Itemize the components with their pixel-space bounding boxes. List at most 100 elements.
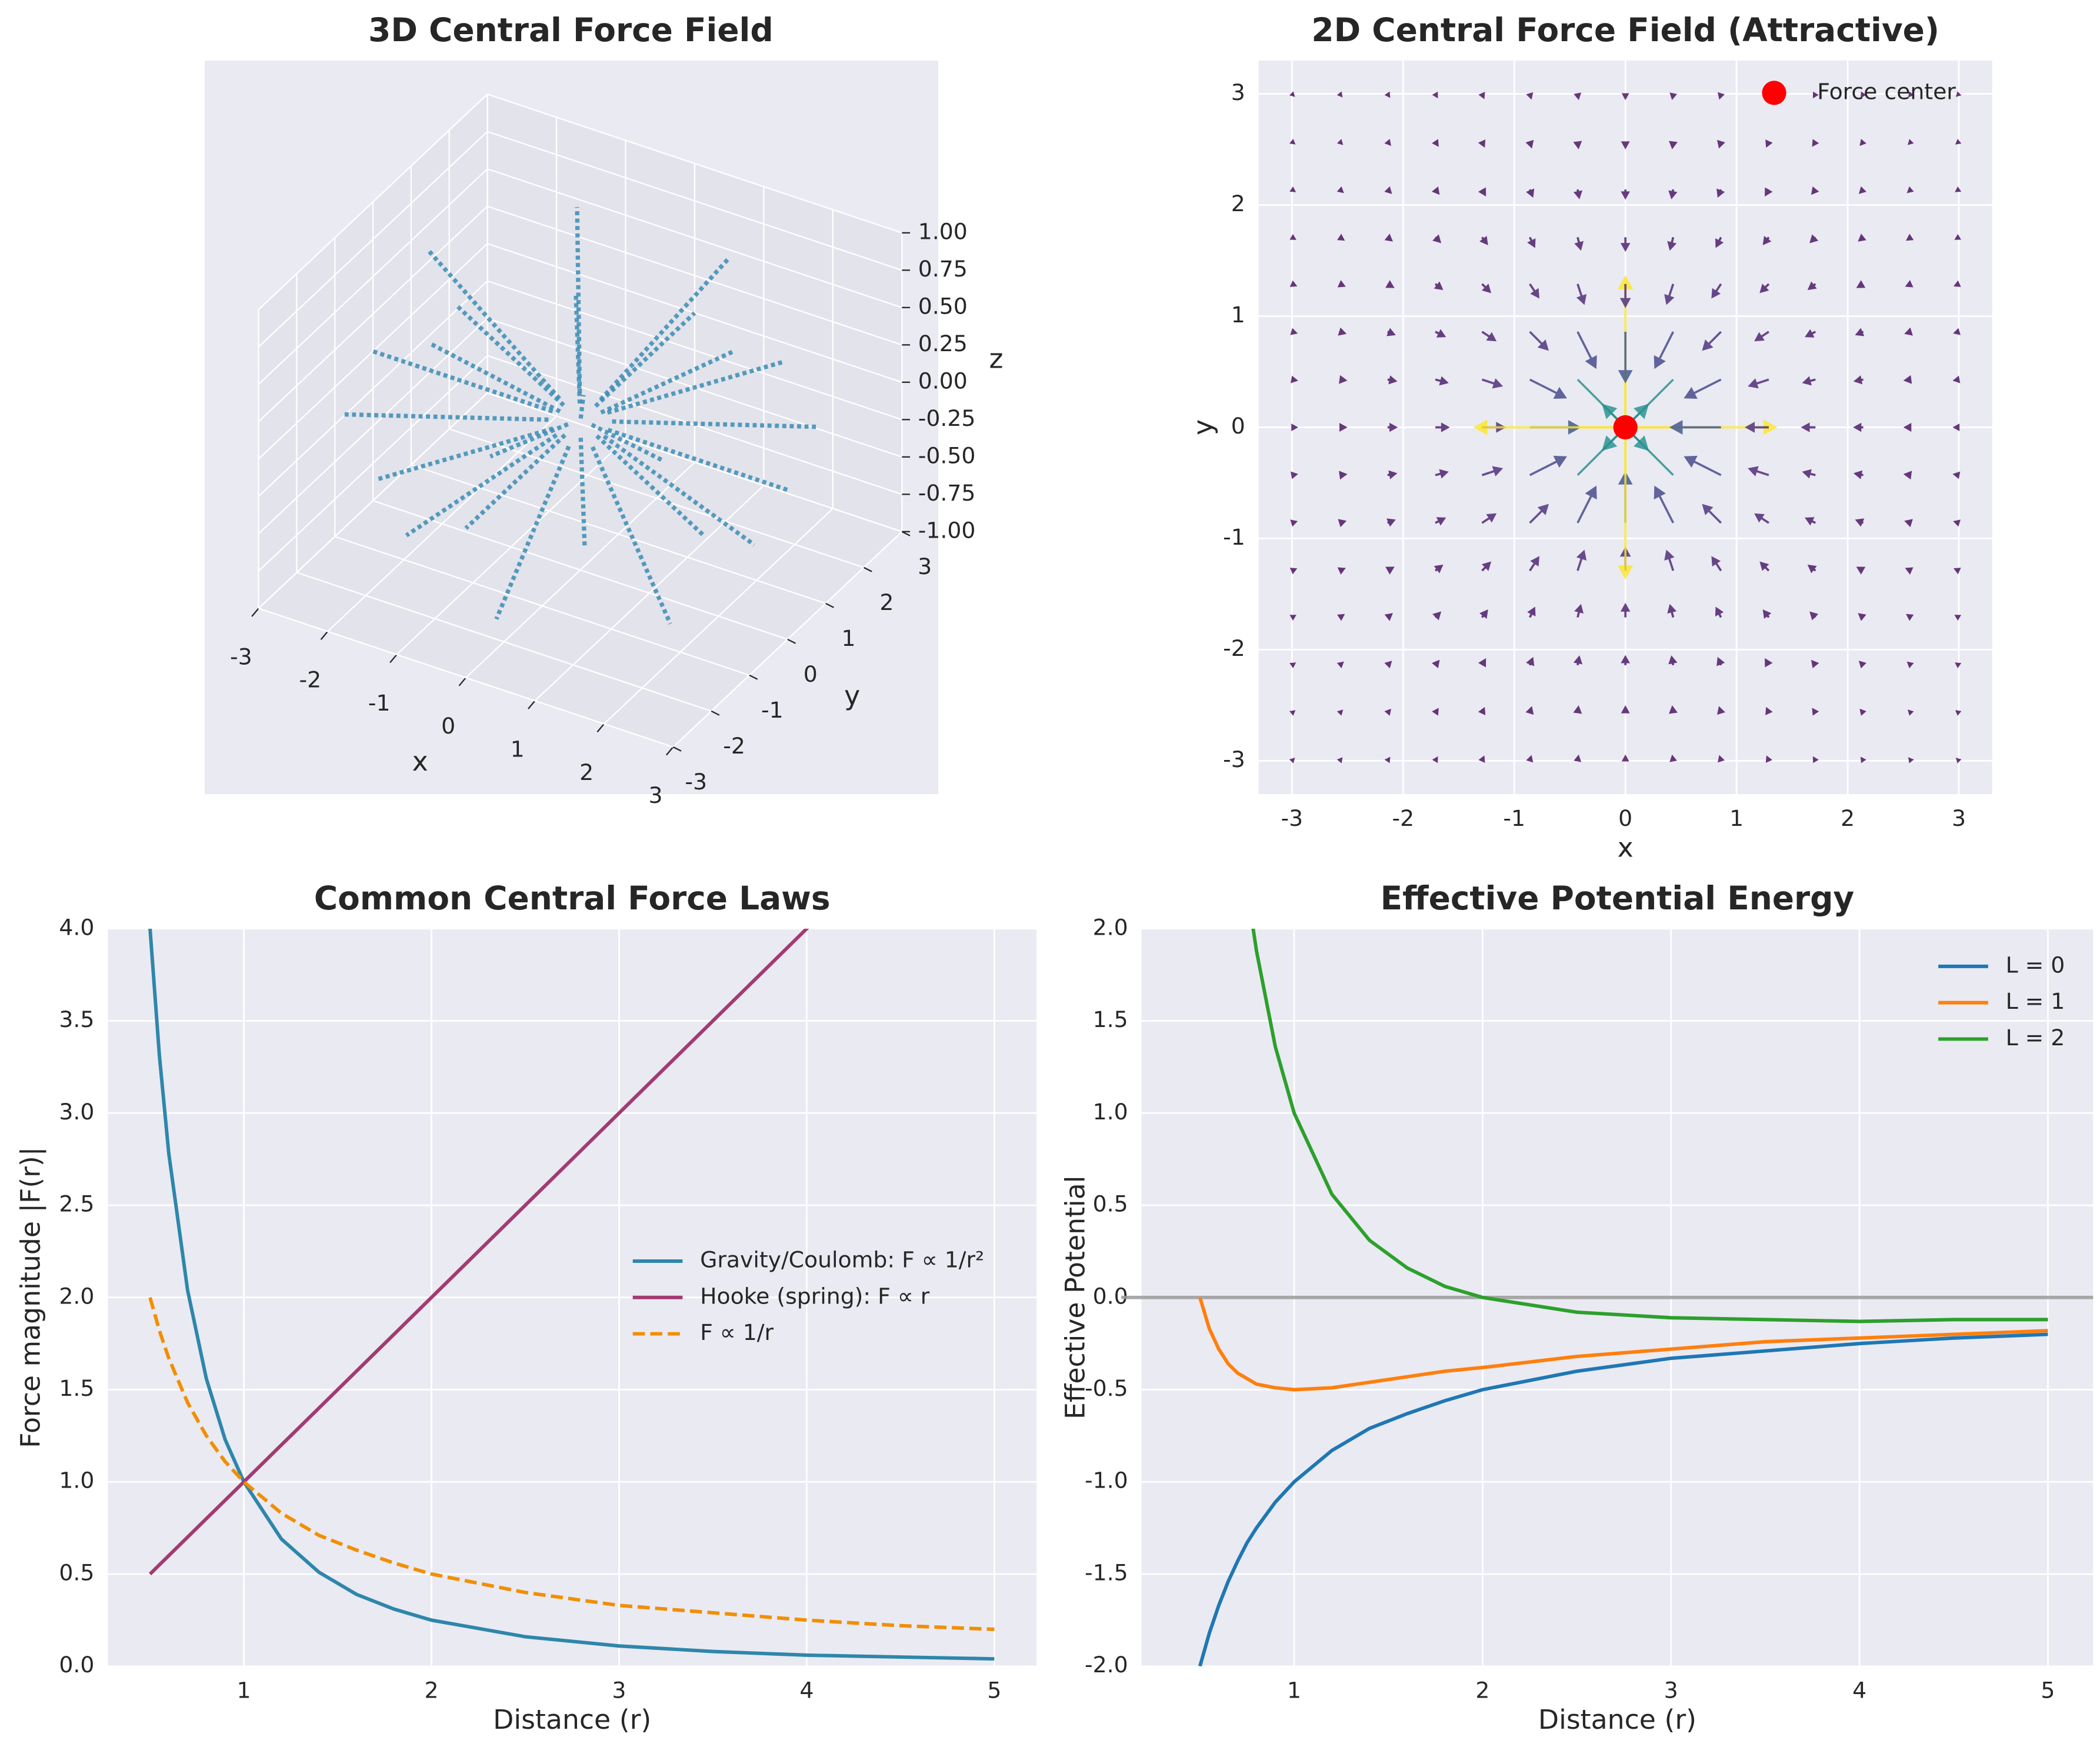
field-arrow — [1860, 91, 1866, 98]
field-arrow — [1859, 139, 1866, 146]
field-arrow — [1807, 564, 1817, 574]
field-arrow — [1529, 455, 1567, 476]
field-arrow — [1667, 236, 1677, 251]
grid-line — [258, 243, 488, 460]
grid-line — [258, 205, 488, 422]
field-arrow — [1336, 186, 1344, 194]
field-arrow — [1339, 471, 1348, 480]
field-arrow — [1807, 281, 1817, 291]
field-arrow — [1955, 710, 1962, 716]
x-tick-label: -1 — [1503, 805, 1525, 831]
field-arrow — [1908, 91, 1914, 98]
field-arrow — [405, 433, 558, 538]
x-tick-label: 1 — [237, 1678, 251, 1703]
field-arrow — [1337, 567, 1346, 575]
field-arrow — [1526, 188, 1535, 198]
z-tick-label: 0.25 — [918, 331, 968, 356]
field-arrow — [1716, 188, 1725, 198]
field-arrow — [591, 422, 665, 464]
field-arrow — [1907, 709, 1914, 716]
x-tick-label: 3 — [1664, 1678, 1678, 1703]
z-tick-label: 0.00 — [918, 368, 968, 394]
y-tick-label: -1 — [761, 697, 784, 723]
y-tick-label: -2 — [723, 733, 745, 759]
field-arrow — [1765, 139, 1773, 148]
grid-line — [258, 131, 488, 348]
field-arrow — [1669, 705, 1678, 714]
field-arrow — [1481, 331, 1497, 342]
field-arrow — [1573, 141, 1582, 149]
field-arrow — [1387, 470, 1398, 479]
field-arrow — [1574, 236, 1584, 251]
grid-line — [258, 392, 488, 609]
field-arrow — [1478, 187, 1486, 197]
field-arrow — [1801, 422, 1816, 432]
field-arrow — [1384, 91, 1391, 98]
field-arrow — [1702, 331, 1722, 351]
field-arrow — [1903, 423, 1912, 432]
chart-title: 2D Central Force Field (Attractive) — [1311, 11, 1939, 49]
y-tick-label: 0 — [804, 661, 818, 687]
field-arrow — [1754, 513, 1769, 524]
field-arrow — [1618, 379, 1634, 580]
field-arrow — [1654, 331, 1675, 369]
x-tick-label: 5 — [2041, 1678, 2055, 1703]
field-arrow — [1812, 139, 1819, 147]
grid-line — [258, 318, 488, 535]
field-arrow — [1811, 186, 1819, 195]
field-arrow — [595, 434, 705, 536]
field-arrow — [1574, 604, 1584, 618]
field-arrow — [1855, 518, 1865, 527]
field-arrow — [1387, 422, 1398, 432]
field-arrow — [1745, 422, 1769, 433]
field-arrow — [575, 207, 582, 393]
field-arrow — [1289, 568, 1298, 575]
field-arrow — [1711, 283, 1722, 299]
field-arrow — [1904, 327, 1913, 336]
tick-mark — [863, 566, 872, 572]
field-arrow — [1668, 655, 1678, 666]
x-axis-label: x — [412, 746, 428, 777]
legend-label: F ∝ 1/r — [700, 1319, 774, 1345]
x-tick-label: -1 — [368, 690, 391, 716]
field-arrow — [1384, 139, 1392, 146]
field-arrow — [1290, 519, 1298, 527]
y-axis-label: Force magnitude |F(r)| — [15, 1147, 47, 1448]
x-axis-label: Distance (r) — [493, 1704, 651, 1735]
field-arrow — [1811, 659, 1819, 669]
field-arrow — [1669, 420, 1721, 435]
field-arrow — [1478, 658, 1486, 668]
series-line — [148, 928, 995, 1661]
y-tick-label: 1.0 — [1093, 1099, 1128, 1125]
field-arrow — [1669, 754, 1678, 762]
field-arrow — [1432, 91, 1438, 99]
field-arrow — [1290, 328, 1298, 335]
field-arrow — [1384, 661, 1392, 669]
field-arrow — [1525, 139, 1534, 149]
field-arrow — [1338, 519, 1347, 528]
point-marker — [1613, 415, 1638, 440]
field-arrow — [1526, 92, 1534, 100]
y-tick-label: 3 — [1231, 79, 1245, 105]
field-arrow — [1668, 189, 1678, 199]
field-arrow — [456, 305, 565, 407]
field-arrow — [606, 359, 784, 415]
x-tick-label: -3 — [230, 644, 252, 669]
field-arrow — [1859, 708, 1866, 716]
grid-line — [334, 536, 750, 676]
field-arrow — [1336, 661, 1344, 669]
field-arrow — [1955, 139, 1962, 145]
y-tick-label: 2.0 — [1093, 914, 1128, 940]
y-tick-label: 2 — [879, 589, 894, 615]
field-arrow — [1435, 469, 1449, 479]
field-arrow — [1573, 189, 1583, 199]
series-line — [1198, 1296, 2048, 1392]
x-axis-label: x — [1618, 832, 1634, 863]
field-arrow — [1289, 234, 1296, 240]
field-arrow — [1716, 656, 1725, 666]
field-arrow — [1684, 378, 1722, 399]
field-arrow — [1291, 424, 1298, 431]
z-tick-label: 0.50 — [918, 293, 968, 319]
y-tick-label: 2 — [1231, 191, 1245, 216]
field-arrow — [1809, 234, 1819, 244]
